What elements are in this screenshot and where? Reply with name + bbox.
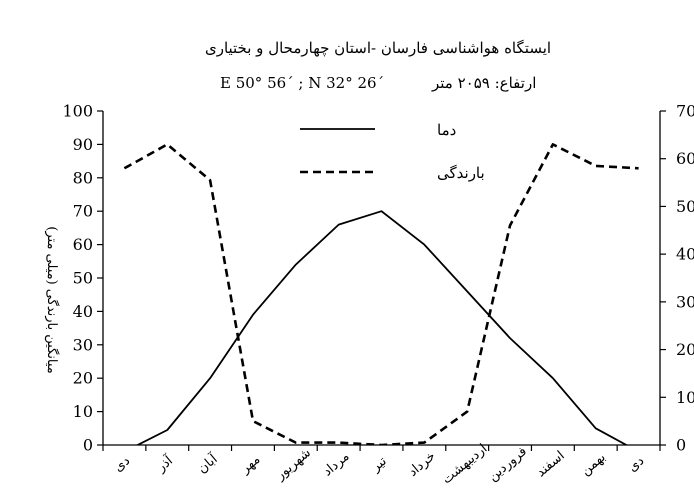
temperature-series-line <box>135 210 629 445</box>
axes <box>102 111 661 446</box>
x-tick-label: مهر <box>237 452 263 477</box>
x-tick-label: فروردین <box>486 444 530 485</box>
left-tick-label: 90 <box>73 135 93 154</box>
chart-subtitle-elevation: ارتفاع: ۲۰۵۹ متر <box>431 74 536 92</box>
left-tick-label: 0 <box>83 436 93 455</box>
x-tick-label: تیر <box>368 454 390 476</box>
y-axis-title: میانگین بارندگی (میلی متر) <box>44 226 60 373</box>
right-tick-label: 10 <box>676 388 694 407</box>
series-group <box>123 143 639 445</box>
left-tick-label: 50 <box>73 269 93 288</box>
x-tick-label: آبان <box>194 449 222 476</box>
x-tick-label: مرداد <box>320 449 352 479</box>
x-tick-label: دی <box>625 453 647 475</box>
left-tick-label: 80 <box>73 168 93 187</box>
legend-label-temperature: دما <box>437 121 456 139</box>
left-tick-label: 30 <box>73 335 93 354</box>
right-axis-ticks: 0 10 20 30 40 50 60 70 <box>660 102 694 455</box>
right-tick-label: 60 <box>676 149 694 168</box>
left-tick-label: 60 <box>73 235 93 254</box>
left-tick-label: 70 <box>73 202 93 221</box>
chart-subtitle-coordinates: E 50° 56΄ ; N 32° 26΄ <box>220 74 384 92</box>
right-tick-label: 20 <box>676 340 694 359</box>
right-tick-label: 50 <box>676 197 694 216</box>
precipitation-series-line <box>123 143 639 445</box>
left-tick-label: 10 <box>73 402 93 421</box>
left-axis-ticks: 0 10 20 30 40 50 60 70 80 90 100 <box>62 102 103 455</box>
right-tick-label: 70 <box>676 102 694 121</box>
x-tick-label: بهمن <box>578 450 608 479</box>
x-tick-label: خرداد <box>406 449 439 480</box>
x-tick-label: دی <box>111 453 133 475</box>
x-tick-label: آذر <box>152 451 177 476</box>
left-tick-label: 20 <box>73 369 93 388</box>
right-tick-label: 40 <box>676 245 694 264</box>
x-tick-label: شهریور <box>272 446 314 484</box>
x-tick-label: اسفند <box>534 448 568 480</box>
left-tick-label: 100 <box>62 102 93 121</box>
right-tick-label: 30 <box>676 292 694 311</box>
legend-label-precipitation: بارندگی <box>437 164 485 182</box>
chart-title: ایستگاه هواشناسی فارسان -استان چهارمحال … <box>205 39 551 57</box>
legend: دما بارندگی <box>300 121 485 182</box>
left-tick-label: 40 <box>73 302 93 321</box>
x-tick-label: اردیبهشت <box>440 441 491 487</box>
x-axis-ticks: دی آذر آبان مهر شهریور مرداد تیر خرداد اردیبهشتف… <box>102 441 661 487</box>
right-tick-label: 0 <box>676 436 686 455</box>
